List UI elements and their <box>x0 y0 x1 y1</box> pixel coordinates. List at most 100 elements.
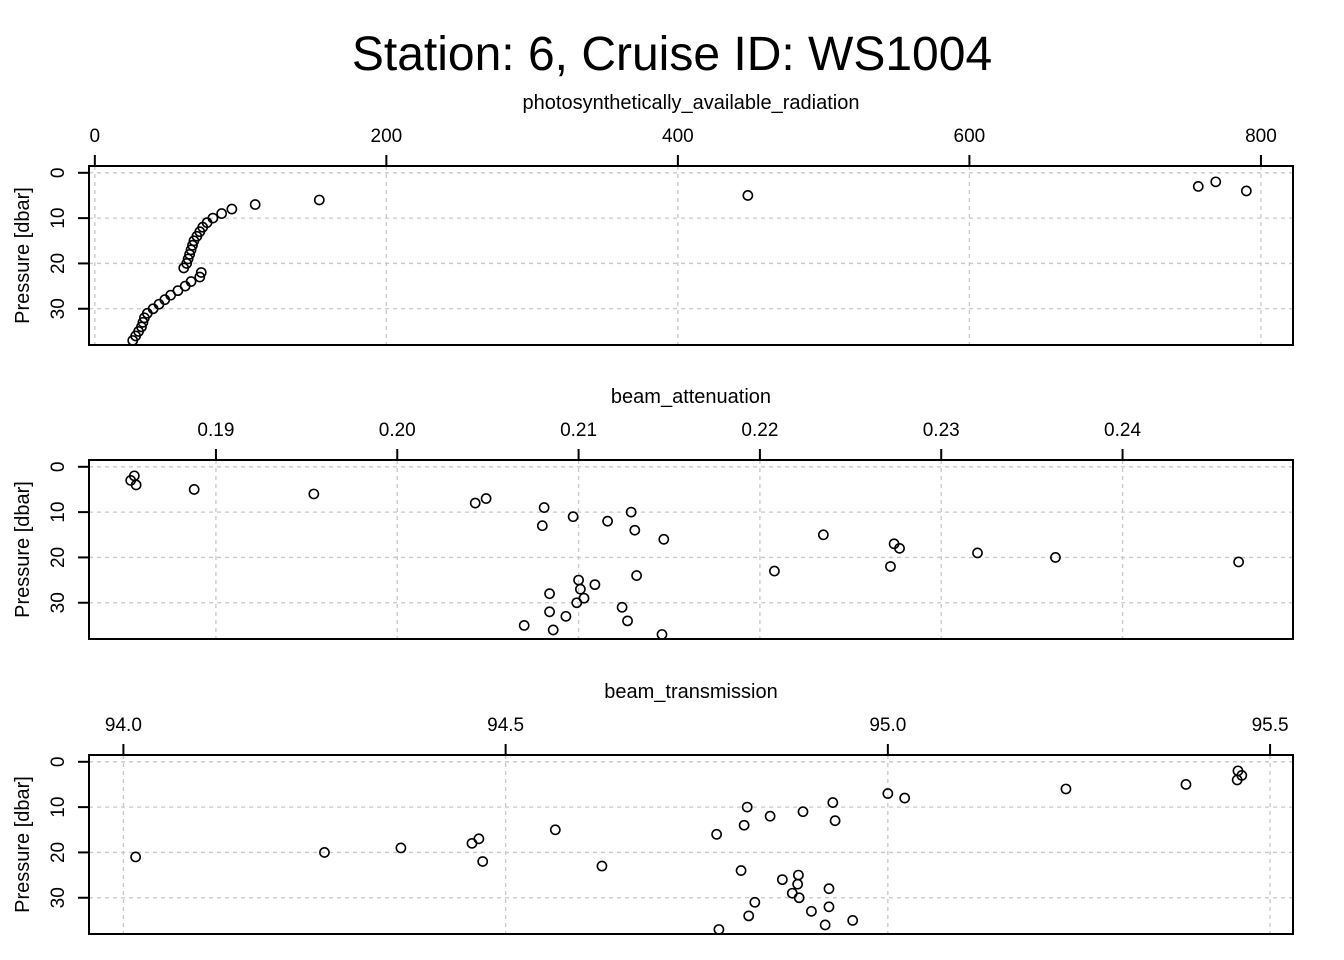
y-tick-label: 0 <box>48 462 69 473</box>
data-point <box>137 316 149 328</box>
plot-frame <box>88 459 1294 640</box>
x-tick-label: 0.22 <box>741 420 778 441</box>
data-point <box>738 819 750 831</box>
data-point <box>538 502 550 513</box>
data-point <box>466 837 478 849</box>
plot-frame <box>88 165 1294 346</box>
data-point <box>743 910 755 922</box>
data-point <box>127 335 139 346</box>
y-axis-label: Pressure [dbar] <box>12 776 34 913</box>
x-tick-label: 0 <box>90 126 101 147</box>
data-point <box>567 511 579 523</box>
data-point <box>658 533 670 545</box>
data-point <box>776 874 788 886</box>
data-point <box>319 847 330 858</box>
data-point <box>1240 185 1252 197</box>
data-point <box>544 606 555 618</box>
data-point <box>549 824 561 836</box>
y-tick-label: 30 <box>48 592 69 613</box>
y-tick-label: 20 <box>48 842 69 863</box>
data-point <box>1231 774 1243 786</box>
y-axis-label: Pressure [dbar] <box>12 187 34 324</box>
data-point <box>602 515 613 527</box>
data-point <box>589 579 601 591</box>
data-point <box>819 919 831 931</box>
data-point <box>847 915 859 926</box>
data-point <box>477 856 489 867</box>
x-tick-label: 0.21 <box>560 420 597 441</box>
y-axis-label: Pressure [dbar] <box>12 481 34 618</box>
data-point <box>622 615 633 627</box>
data-point <box>823 901 835 913</box>
data-point <box>616 601 628 613</box>
panel-title: beam_attenuation <box>611 386 771 408</box>
data-point <box>547 624 559 636</box>
data-point <box>195 267 207 278</box>
panel-title: photosynthetically_available_radiation <box>523 92 860 114</box>
data-point <box>1180 779 1192 790</box>
data-point <box>741 801 753 813</box>
data-point <box>797 806 809 818</box>
y-tick-label: 10 <box>48 208 69 229</box>
data-point <box>625 506 637 518</box>
y-tick-label: 20 <box>48 253 69 274</box>
data-point <box>395 842 407 854</box>
data-point <box>226 203 238 215</box>
plot-frame <box>88 754 1294 935</box>
data-point <box>827 797 839 808</box>
figure-title: Station: 6, Cruise ID: WS1004 <box>352 28 992 81</box>
data-point <box>742 190 754 201</box>
data-point <box>823 883 835 895</box>
y-tick-label: 0 <box>48 168 69 179</box>
data-point <box>249 199 261 210</box>
data-point <box>1192 180 1204 192</box>
x-tick-label: 0.19 <box>197 420 234 441</box>
x-tick-label: 800 <box>1245 126 1277 147</box>
data-point <box>882 788 894 799</box>
x-tick-label: 94.5 <box>487 715 524 736</box>
data-point <box>656 629 668 640</box>
data-point <box>894 542 905 554</box>
panel-par: photosynthetically_available_radiation 0 2… <box>12 92 1294 346</box>
data-point <box>596 860 608 872</box>
data-point <box>574 583 586 595</box>
data-point <box>216 208 228 219</box>
data-point <box>560 610 572 622</box>
data-point <box>735 865 747 876</box>
y-tick-label: 30 <box>48 298 69 319</box>
x-tick-label: 95.5 <box>1252 715 1289 736</box>
data-point <box>817 529 829 541</box>
data-point <box>769 565 780 577</box>
data-point <box>793 892 805 904</box>
data-point <box>1233 556 1245 568</box>
data-point <box>182 253 194 265</box>
data-point <box>1050 552 1061 563</box>
panel-transmission: beam_transmission 94.0 94.5 95.0 95.5 0 10 20 30… <box>12 681 1294 935</box>
data-point <box>829 815 841 827</box>
data-point <box>631 570 643 581</box>
data-point <box>130 479 142 491</box>
data-point <box>536 520 548 532</box>
data-point <box>885 561 896 572</box>
x-tick-label: 0.24 <box>1104 420 1141 441</box>
data-point <box>899 792 911 804</box>
data-point <box>544 588 555 600</box>
x-tick-label: 600 <box>954 126 986 147</box>
data-point <box>480 493 492 504</box>
y-tick-label: 10 <box>48 502 69 523</box>
y-tick-label: 20 <box>48 547 69 568</box>
y-tick-label: 30 <box>48 887 69 908</box>
data-point <box>571 597 583 609</box>
y-tick-label: 10 <box>48 797 69 818</box>
data-point <box>178 262 190 274</box>
x-tick-label: 0.23 <box>923 420 960 441</box>
data-point <box>972 547 983 559</box>
data-point <box>713 924 725 935</box>
data-point <box>188 484 200 495</box>
data-point <box>629 524 641 536</box>
data-point <box>469 497 481 509</box>
x-tick-label: 94.0 <box>105 715 142 736</box>
data-point <box>749 896 761 908</box>
